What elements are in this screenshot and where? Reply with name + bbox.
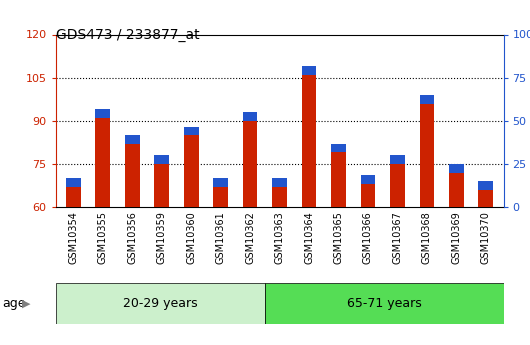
Bar [125, 144, 139, 207]
Bar [154, 155, 169, 164]
Text: GSM10370: GSM10370 [481, 211, 491, 264]
Bar [184, 135, 199, 207]
Text: GSM10367: GSM10367 [392, 211, 402, 264]
Bar [66, 178, 81, 187]
Bar [360, 175, 375, 184]
Text: GSM10360: GSM10360 [186, 211, 196, 264]
Text: GSM10366: GSM10366 [363, 211, 373, 264]
Bar [66, 187, 81, 207]
Text: GSM10362: GSM10362 [245, 211, 255, 264]
Bar [449, 172, 464, 207]
Bar [56, 283, 265, 324]
Text: GSM10363: GSM10363 [275, 211, 285, 264]
Text: ▶: ▶ [22, 299, 31, 308]
Text: GSM10359: GSM10359 [157, 211, 167, 264]
Bar [420, 104, 434, 207]
Bar [125, 135, 139, 144]
Bar [390, 155, 405, 164]
Text: GSM10354: GSM10354 [68, 211, 78, 264]
Text: GSM10356: GSM10356 [127, 211, 137, 264]
Bar [390, 164, 405, 207]
Bar [95, 109, 110, 118]
Text: GSM10365: GSM10365 [333, 211, 343, 264]
Text: GSM10369: GSM10369 [452, 211, 461, 264]
Bar [213, 187, 228, 207]
Text: 20-29 years: 20-29 years [123, 297, 198, 310]
Bar [302, 75, 316, 207]
Bar [265, 283, 504, 324]
Bar [331, 144, 346, 152]
Bar [420, 95, 434, 104]
Text: 65-71 years: 65-71 years [347, 297, 421, 310]
Bar [360, 184, 375, 207]
Bar [184, 127, 199, 135]
Text: age: age [3, 297, 26, 310]
Bar [479, 181, 493, 190]
Bar [272, 178, 287, 187]
Bar [272, 187, 287, 207]
Text: GSM10364: GSM10364 [304, 211, 314, 264]
Bar [331, 152, 346, 207]
Bar [449, 164, 464, 172]
Text: GSM10361: GSM10361 [216, 211, 226, 264]
Bar [95, 118, 110, 207]
Text: GSM10355: GSM10355 [98, 211, 108, 264]
Bar [302, 66, 316, 75]
Bar [154, 164, 169, 207]
Bar [213, 178, 228, 187]
Bar [243, 121, 258, 207]
Text: GSM10368: GSM10368 [422, 211, 432, 264]
Text: GDS473 / 233877_at: GDS473 / 233877_at [56, 28, 199, 42]
Bar [243, 112, 258, 121]
Bar [479, 190, 493, 207]
